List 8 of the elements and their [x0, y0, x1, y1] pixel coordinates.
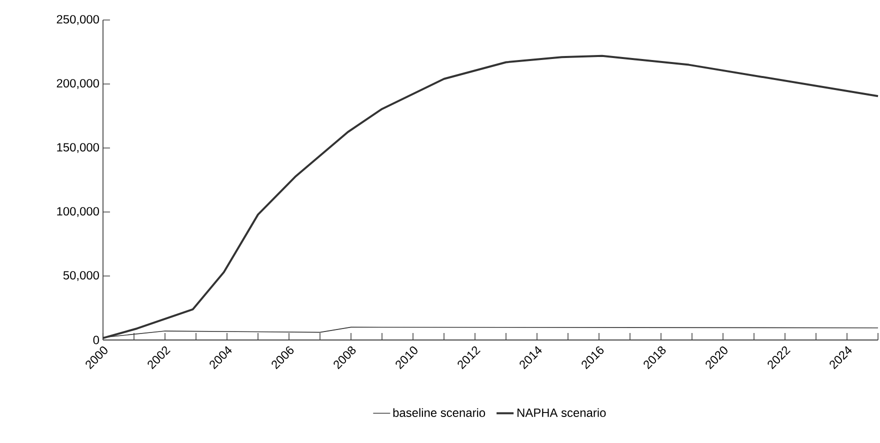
- legend-label: NAPHA scenario: [518, 408, 606, 417]
- y-tick-label: 250,000: [56, 15, 100, 25]
- y-tick-label: 50,000: [63, 271, 100, 281]
- y-tick-label: 100,000: [57, 207, 100, 217]
- legend-label: baseline scenario: [393, 408, 486, 417]
- y-tick-label: 0: [93, 336, 100, 344]
- y-tick-label: 200,000: [56, 79, 100, 89]
- y-tick-label: 150,000: [57, 143, 100, 153]
